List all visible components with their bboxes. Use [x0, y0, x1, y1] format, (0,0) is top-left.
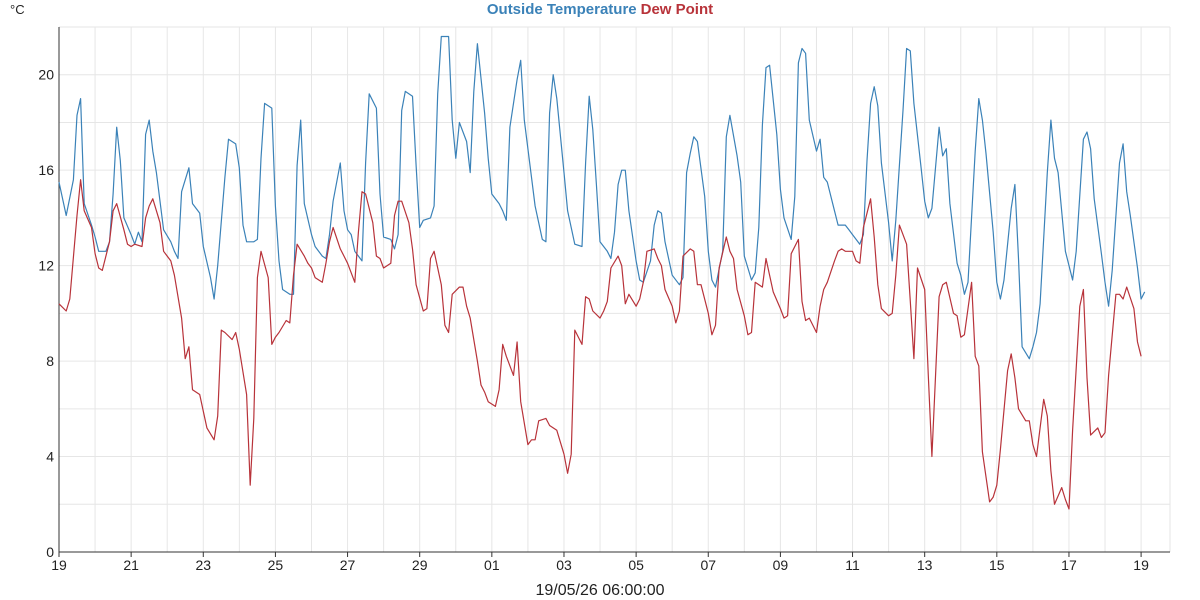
x-tick-label: 19 [1133, 557, 1149, 573]
x-tick-label: 11 [845, 557, 860, 573]
x-tick-label: 15 [989, 557, 1005, 573]
y-axis-unit-label: °C [10, 2, 25, 17]
y-tick-label: 16 [38, 162, 54, 178]
x-tick-label: 23 [195, 557, 211, 573]
tick-labels: 0 4 8 12 16 20 19 21 23 25 27 29 01 03 05 07 09 11 13 15 17 1… [38, 67, 1149, 573]
x-tick-label: 19 [51, 557, 67, 573]
series-lines [58, 35, 1146, 510]
x-tick-label: 21 [123, 557, 139, 573]
x-tick-label: 25 [268, 557, 284, 573]
outside-temperature-line [58, 35, 1146, 360]
x-tick-label: 13 [917, 557, 933, 573]
y-tick-label: 8 [46, 353, 54, 369]
y-tick-label: 12 [38, 258, 54, 274]
x-tick-label: 01 [484, 557, 500, 573]
x-axis-label: 19/05/26 06:00:00 [535, 582, 665, 599]
grid-lines [59, 26, 1171, 552]
x-tick-label: 05 [628, 557, 644, 573]
legend-dew-point[interactable]: Dew Point [640, 1, 714, 18]
x-tick-label: 27 [340, 557, 356, 573]
x-tick-label: 03 [556, 557, 572, 573]
x-tick-label: 29 [412, 557, 428, 573]
chart-legend: Outside Temperature Dew Point [0, 0, 1200, 20]
y-tick-label: 0 [46, 544, 54, 560]
x-tick-label: 09 [773, 557, 789, 573]
legend-outside-temperature[interactable]: Outside Temperature [486, 1, 637, 18]
x-tick-label: 07 [700, 557, 716, 573]
y-tick-label: 20 [38, 67, 54, 83]
axes [58, 27, 1170, 557]
dew-point-line [58, 179, 1142, 510]
x-tick-label: 17 [1061, 557, 1077, 573]
y-tick-label: 4 [46, 449, 54, 465]
